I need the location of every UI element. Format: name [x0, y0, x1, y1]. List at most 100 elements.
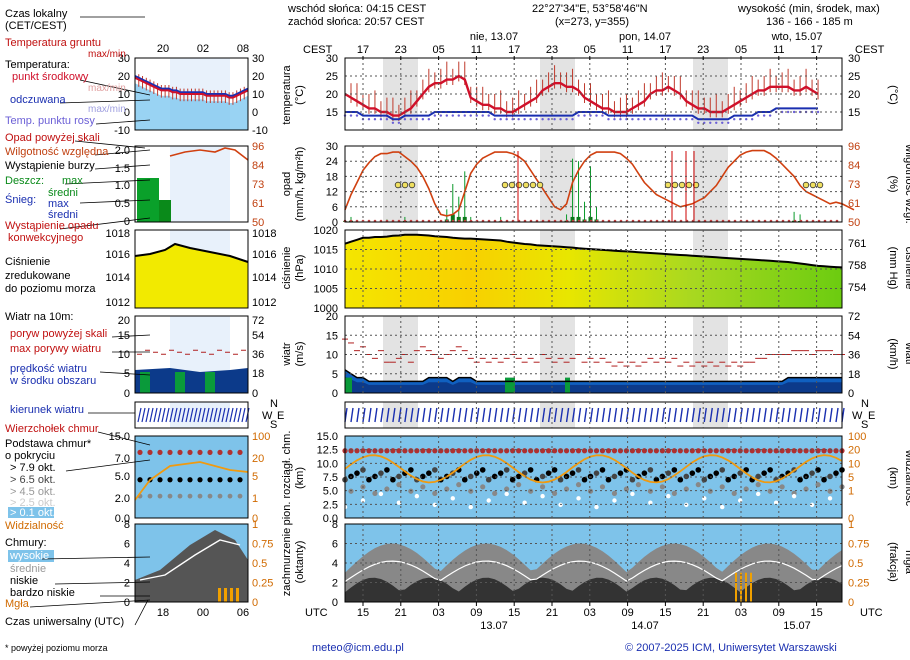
cloud-base-dot-low — [666, 493, 671, 499]
wind-direction-arrow — [386, 407, 390, 423]
legend-press3: do poziomu morza — [5, 283, 96, 295]
temp-y-tick: 15 — [326, 107, 338, 119]
mini-wind-direction-arrow — [161, 407, 166, 423]
axis-title-right: wiatr — [903, 341, 910, 366]
cloud-base-dot-mid — [492, 490, 498, 496]
precip-y-tick: 6 — [332, 202, 338, 214]
mini-cloud-tick: 2.0 — [115, 493, 130, 505]
cloud-top-dot — [486, 448, 492, 454]
axis-title-left: pion. rozciągł. chm. — [281, 431, 293, 526]
dew-point-dot — [541, 118, 544, 121]
dew-point-dot — [391, 121, 395, 125]
cloud-base-dot-mid — [587, 488, 594, 494]
axis-title-left: zachmurzenie — [281, 528, 293, 596]
fog-bar — [750, 572, 752, 602]
legend-felt: odczuwana — [10, 94, 67, 106]
dew-point-dot — [601, 114, 604, 117]
mini-wind-direction-arrow — [177, 407, 182, 423]
legend-leader-line — [134, 599, 149, 626]
mini-wind-direction-arrow — [181, 407, 186, 423]
mini-wind-tick-right: 36 — [252, 349, 264, 361]
cloud-base-dot-low — [450, 496, 455, 501]
wind-direction-arrow — [595, 407, 600, 423]
bottom-hour-label: 21 — [395, 607, 407, 619]
cloud-top-dot — [605, 448, 612, 454]
wind-direction-arrow — [565, 407, 570, 423]
wind-kmh-tick: 54 — [848, 330, 860, 342]
legend-leader-line — [74, 140, 146, 149]
cloud-base-dot-low — [773, 500, 779, 505]
cloud-base-dot — [809, 470, 815, 476]
dew-point-dot — [397, 121, 401, 125]
top-hour-label: 17 — [810, 44, 822, 56]
cloud-top-dot — [522, 448, 528, 454]
mini-wind-direction-arrow — [213, 407, 218, 423]
wind-direction-arrow — [446, 407, 450, 423]
mini-panel-frame — [134, 315, 249, 394]
rain-mean-bar — [570, 216, 575, 222]
dew-point-dot — [445, 114, 448, 117]
mini-compass-label: S — [270, 419, 277, 431]
cloud-base-dot-mid — [707, 488, 713, 494]
dew-point-dot — [553, 118, 556, 121]
cloud-base-dot — [665, 470, 672, 476]
dew-point-dot — [595, 114, 598, 117]
wind-direction-arrow — [559, 407, 564, 423]
cloud-base-dot — [755, 473, 761, 480]
mini-pressure-tick-right: 1012 — [252, 297, 276, 309]
visibility-tick: 10 — [848, 458, 860, 470]
wind-direction-arrow — [739, 407, 743, 423]
cloud-base-dot — [719, 467, 726, 473]
mini-wind-tick-right: 18 — [252, 368, 264, 380]
header-grid: (x=273, y=355) — [555, 16, 629, 28]
cloud-top-dot — [354, 448, 360, 454]
precip-y-tick: 30 — [326, 141, 338, 153]
legend-okt01: > 0.1 okt. — [10, 507, 56, 519]
top-date-label: wto, 15.07 — [771, 31, 823, 43]
cloud-top-dot — [761, 448, 767, 454]
storm-marker — [685, 181, 693, 189]
legend-okt79: > 7.9 okt. — [10, 462, 56, 474]
storm-marker — [515, 181, 523, 189]
cloud-base-dot-low — [540, 493, 545, 499]
dew-point-dot — [433, 114, 437, 117]
mini-cloud-base-dot — [187, 477, 193, 483]
visibility-line — [344, 454, 843, 484]
cloud-base-dot — [557, 476, 564, 483]
axis-title-right: (frakcja) — [887, 542, 899, 582]
wind-direction-arrow — [517, 407, 522, 423]
wind-direction-arrow — [488, 407, 492, 423]
cloud-top-dot — [791, 448, 797, 454]
dew-point-dot — [427, 118, 431, 121]
mini-cloud-base-dot — [167, 477, 173, 483]
mini-temp-tick-right: -10 — [252, 125, 268, 137]
bottom-hour-label: 03 — [432, 607, 444, 619]
cloud-y-tick: 5.0 — [323, 486, 338, 498]
cloud-base-dot — [659, 473, 666, 480]
cloud-base-dot — [683, 473, 690, 480]
axis-title-right: (mm Hg) — [887, 247, 899, 290]
dew-point-dot — [637, 118, 640, 121]
cloud-base-dot — [390, 476, 396, 483]
cloud-base-dot — [701, 476, 708, 483]
cloud-top-dot — [659, 448, 665, 454]
wind-direction-arrow — [817, 407, 821, 423]
mini-wind-green — [140, 372, 150, 393]
temp-y-tick-right: 25 — [848, 71, 860, 83]
cloud-y-tick: 10.0 — [317, 458, 338, 470]
cloud-top-dot — [797, 448, 803, 454]
cloud-base-dot-mid — [719, 484, 725, 490]
mini-panel-frame — [134, 435, 249, 519]
cloud-top-dot — [743, 448, 749, 454]
mini-rain-bar — [159, 200, 171, 222]
rain-mean-bar — [576, 216, 581, 222]
mini-wind-tick: 5 — [124, 368, 130, 380]
cloud-base-dot — [653, 476, 660, 483]
dew-point-dot — [529, 118, 532, 121]
legend-leader-line — [79, 79, 151, 96]
wind-speed-green — [345, 377, 352, 393]
fog-bar — [740, 572, 742, 602]
wind-direction-arrow — [428, 407, 432, 423]
mini-cover-white-line — [139, 539, 241, 581]
mini-wind-direction-arrow — [157, 407, 162, 423]
